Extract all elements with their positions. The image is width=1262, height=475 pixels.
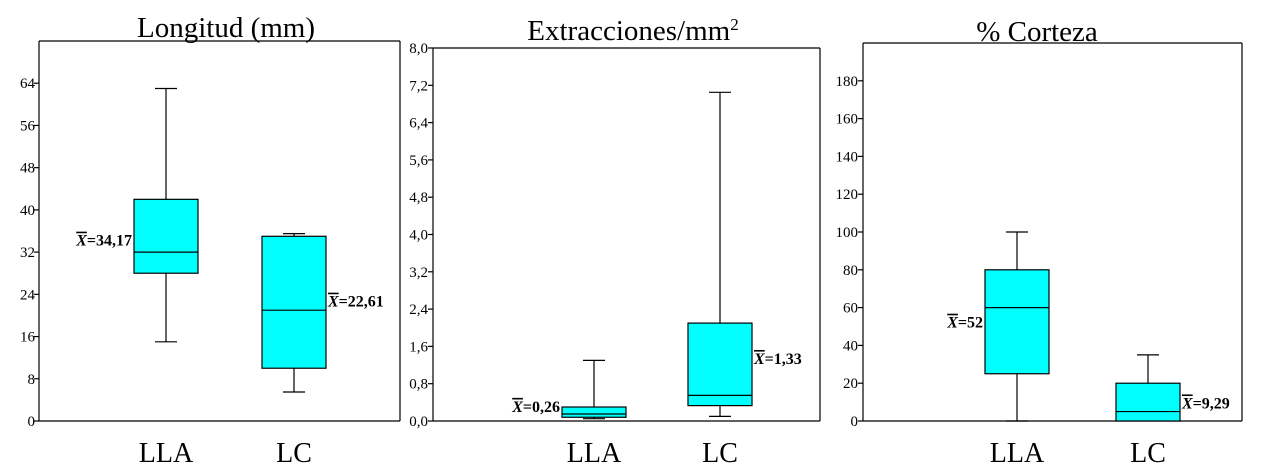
box-lc: X=9,29 [1115,354,1230,422]
mean-label: X=34,17 [75,233,132,250]
x-category-label: LC [276,438,312,469]
y-tick-label: 56 [20,118,36,134]
y-tick-label: 16 [20,330,36,346]
mean-symbol: X [946,315,958,332]
y-tick-label: 4,0 [409,228,428,244]
mean-symbol: X [511,399,523,416]
y-tick-label: 32 [20,245,35,261]
box-lc: X=1,33 [687,91,802,417]
y-tick-label: 7,2 [409,78,428,94]
y-tick-label: 0 [28,414,36,430]
mean-value: =52 [958,315,983,332]
y-tick-label: 140 [836,149,859,165]
iqr-box [984,269,1050,375]
mean-label: X=0,26 [511,399,560,416]
x-category-label: LC [1130,438,1166,469]
x-category-label: LC [702,438,738,469]
x-category-label: LLA [567,438,622,469]
mean-value: =22,61 [339,294,384,311]
chart-title: Longitud (mm) [137,12,315,44]
y-tick-label: 2,4 [409,302,428,318]
x-category-label: LLA [990,438,1045,469]
mean-label: X=52 [946,315,983,332]
box-lc: X=22,61 [261,233,384,393]
chart-title: % Corteza [976,16,1098,48]
mean-symbol: X [753,351,765,368]
mean-symbol: X [327,294,339,311]
iqr-box [133,198,199,274]
y-tick-label: 64 [20,76,36,92]
mean-symbol: X [75,233,87,250]
mean-label: X=1,33 [753,351,802,368]
y-tick-label: 0,0 [409,414,428,430]
y-tick-label: 80 [843,263,858,279]
chart-title: Extracciones/mm2 [527,15,738,47]
iqr-box [1115,382,1181,422]
y-tick-label: 120 [836,187,859,203]
y-tick-label: 40 [843,338,858,354]
iqr-box [687,322,753,407]
mean-value: =34,17 [87,233,132,250]
box-lla: X=52 [946,231,1050,422]
mean-label: X=9,29 [1181,395,1230,412]
mean-symbol: X [1181,395,1193,412]
y-tick-label: 1,6 [409,339,428,355]
iqr-box [261,235,327,369]
y-tick-label: 180 [836,74,859,90]
y-tick-label: 24 [20,287,36,303]
y-tick-label: 0 [851,414,859,430]
y-tick-label: 8 [28,372,36,388]
y-tick-label: 20 [843,376,858,392]
mean-value: =0,26 [523,399,560,416]
y-tick-label: 160 [836,112,859,128]
mean-value: =9,29 [1193,395,1230,412]
y-tick-label: 4,8 [409,190,428,206]
title-superscript: 2 [730,15,739,34]
chart-panel-2: Extracciones/mm2 0,0 0,8 1,6 2,4 3,2 4,0 4,8 5,6… [409,15,821,469]
box-lla: X=0,26 [511,359,627,420]
mean-value: =1,33 [765,351,802,368]
y-tick-label: 5,6 [409,153,428,169]
y-tick-label: 100 [836,225,859,241]
y-tick-label: 40 [20,203,35,219]
y-tick-label: 60 [843,301,858,317]
y-tick-label: 6,4 [409,116,428,132]
iqr-box [561,406,627,418]
x-category-label: LLA [139,438,194,469]
y-tick-label: 0,8 [409,377,428,393]
y-tick-label: 3,2 [409,265,428,281]
y-tick-label: 48 [20,161,35,177]
y-tick-label: 8,0 [409,41,428,57]
box-lla: X=34,17 [75,87,199,343]
mean-label: X=22,61 [327,294,384,311]
